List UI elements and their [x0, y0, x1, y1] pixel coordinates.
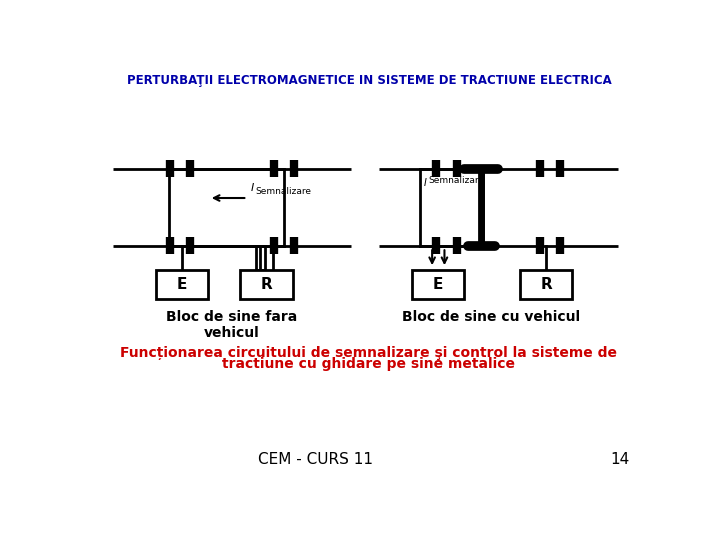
Bar [240, 269, 293, 299]
Text: Bloc de sine fara
vehicul: Bloc de sine fara vehicul [166, 309, 297, 340]
Text: R: R [540, 276, 552, 292]
Bar [520, 269, 572, 299]
Text: R: R [261, 276, 272, 292]
Text: 14: 14 [611, 452, 630, 467]
Text: Funcționarea circuitului de semnalizare şi control la sisteme de: Funcționarea circuitului de semnalizare … [120, 346, 618, 360]
Text: Semnalizare: Semnalizare [255, 187, 311, 195]
Text: Semnalizare: Semnalizare [428, 177, 485, 185]
Bar [256, 246, 265, 269]
Text: Bloc de sine cu vehicul: Bloc de sine cu vehicul [402, 309, 580, 323]
Text: $I$: $I$ [250, 181, 255, 193]
Bar [156, 269, 208, 299]
Text: $I$: $I$ [423, 177, 428, 188]
Text: E: E [433, 276, 444, 292]
Text: tractiune cu ghidare pe sine metalice: tractiune cu ghidare pe sine metalice [222, 357, 516, 372]
Text: CEM - CURS 11: CEM - CURS 11 [258, 452, 373, 467]
Text: PERTURBAŢII ELECTROMAGNETICE IN SISTEME DE TRACTIUNE ELECTRICA: PERTURBAŢII ELECTROMAGNETICE IN SISTEME … [127, 74, 611, 87]
Text: E: E [176, 276, 187, 292]
Bar [412, 269, 464, 299]
